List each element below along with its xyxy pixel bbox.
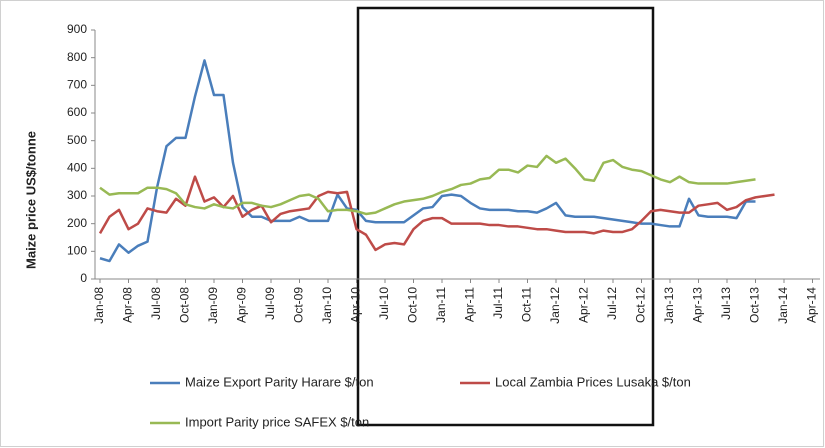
series-line bbox=[98, 175, 775, 252]
y-tick-label: 100 bbox=[67, 244, 87, 258]
highlight-box bbox=[356, 6, 655, 427]
x-tick-label: Jan-12 bbox=[548, 287, 562, 324]
x-tick-label: Oct-13 bbox=[748, 287, 762, 323]
y-tick-label: 900 bbox=[67, 22, 87, 36]
x-tick-label: Oct-12 bbox=[634, 287, 648, 323]
y-tick-label: 700 bbox=[67, 78, 87, 92]
x-tick-label: Apr-09 bbox=[235, 287, 249, 323]
x-tick-label: Jan-09 bbox=[206, 287, 220, 324]
x-tick-label: Jul-13 bbox=[719, 287, 733, 320]
x-tick-label: Jul-11 bbox=[491, 287, 505, 319]
y-axis-label: Maize price US$/tonne bbox=[23, 131, 38, 269]
x-tick-label: Jan-08 bbox=[92, 287, 106, 324]
x-tick-label: Jul-09 bbox=[263, 287, 277, 320]
legend-label: Maize Export Parity Harare $/ton bbox=[185, 374, 374, 389]
x-tick-label: Oct-09 bbox=[292, 287, 306, 323]
series-line bbox=[99, 154, 756, 216]
y-tick-label: 200 bbox=[67, 216, 87, 230]
y-tick-label: 0 bbox=[80, 271, 87, 285]
legend-label: Import Parity price SAFEX $/ton bbox=[185, 414, 369, 429]
y-tick-label: 400 bbox=[67, 161, 87, 175]
legend-label: Local Zambia Prices Lusaka $/ton bbox=[495, 374, 691, 389]
x-tick-label: Apr-08 bbox=[121, 287, 135, 323]
x-tick-label: Oct-11 bbox=[520, 287, 534, 322]
x-tick-label: Jan-11 bbox=[434, 287, 448, 323]
x-tick-label: Apr-14 bbox=[805, 287, 819, 323]
x-tick-label: Apr-12 bbox=[577, 287, 591, 323]
y-tick-label: 600 bbox=[67, 105, 87, 119]
series-line bbox=[99, 59, 756, 263]
x-tick-label: Jan-14 bbox=[776, 287, 790, 324]
y-tick-label: 500 bbox=[67, 133, 87, 147]
x-tick-label: Oct-10 bbox=[406, 287, 420, 323]
y-tick-label: 300 bbox=[67, 188, 87, 202]
x-tick-label: Jul-12 bbox=[605, 287, 619, 320]
x-tick-label: Jan-10 bbox=[320, 287, 334, 324]
y-tick-label: 800 bbox=[67, 50, 87, 64]
x-tick-label: Oct-08 bbox=[178, 287, 192, 323]
x-tick-label: Jul-10 bbox=[377, 287, 391, 320]
x-tick-label: Apr-11 bbox=[463, 287, 477, 322]
x-tick-label: Apr-10 bbox=[349, 287, 363, 323]
x-tick-label: Apr-13 bbox=[691, 287, 705, 323]
x-tick-label: Jul-08 bbox=[149, 287, 163, 320]
x-tick-label: Jan-13 bbox=[662, 287, 676, 324]
